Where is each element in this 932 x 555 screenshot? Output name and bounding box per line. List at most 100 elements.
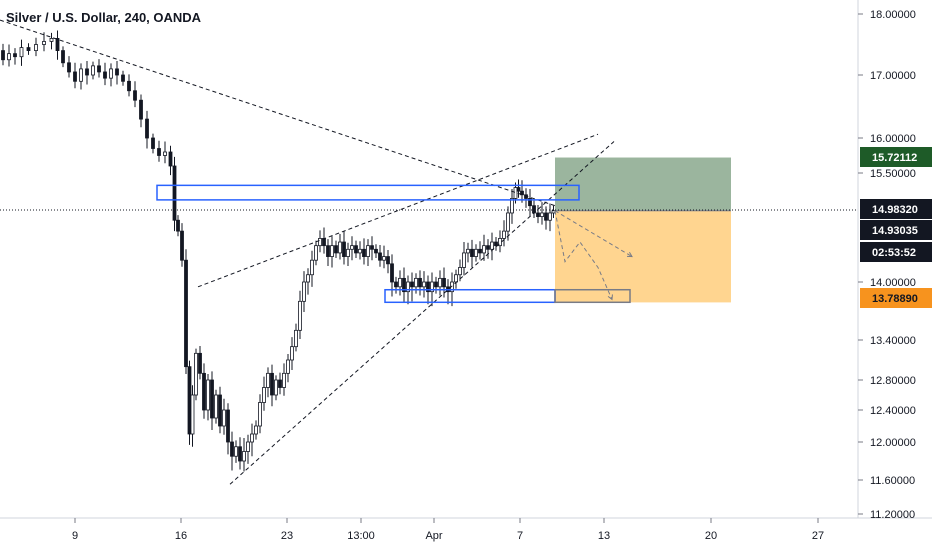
candle	[133, 81, 137, 108]
candle	[386, 250, 390, 274]
candle	[61, 46, 65, 68]
candle	[462, 242, 466, 276]
price-badge-label: 15.72112	[872, 152, 917, 164]
candle	[540, 202, 544, 225]
candle	[115, 60, 119, 85]
candle	[7, 44, 11, 67]
candle	[214, 389, 218, 424]
candle	[394, 276, 398, 294]
candle	[528, 188, 532, 217]
candle	[180, 223, 184, 267]
candle	[358, 241, 362, 260]
candle	[466, 242, 470, 263]
candle	[330, 236, 334, 268]
candle	[350, 236, 354, 261]
price-badges: 15.72112 14.98320 14.93035 02:53:52 13.78890	[860, 147, 932, 308]
candle	[370, 236, 374, 261]
candle	[19, 39, 24, 66]
candle	[234, 440, 238, 463]
candle	[262, 376, 266, 411]
candle	[190, 385, 195, 447]
loss-zone[interactable]	[555, 210, 731, 303]
candle	[282, 363, 286, 396]
candle	[410, 272, 414, 302]
candle	[506, 206, 510, 241]
candle	[346, 242, 350, 267]
candle	[91, 61, 95, 80]
trendline[interactable]	[197, 133, 599, 288]
drawing-layer[interactable]	[0, 19, 633, 485]
candle	[510, 188, 514, 224]
candle	[103, 62, 107, 86]
candle	[73, 62, 77, 89]
candle	[55, 30, 60, 60]
candle	[366, 239, 370, 267]
position-tool[interactable]	[555, 157, 731, 303]
trendline[interactable]	[229, 141, 615, 485]
candle	[290, 337, 294, 370]
candle	[310, 250, 314, 287]
price-badge-last-price: 14.98320	[860, 199, 932, 219]
candle	[139, 94, 143, 128]
candle	[548, 203, 552, 232]
x-tick-label: Apr	[425, 530, 442, 542]
candle	[34, 37, 38, 57]
candle	[109, 63, 113, 87]
price-badge-bid: 14.93035	[860, 220, 932, 240]
y-tick-label: 18.00000	[870, 9, 916, 21]
candle	[85, 60, 89, 85]
candle	[194, 348, 198, 401]
candle	[184, 249, 188, 374]
y-tick-label: 14.00000	[870, 277, 916, 289]
candle	[202, 363, 206, 419]
candle	[274, 375, 278, 401]
candle	[382, 245, 386, 269]
candle	[486, 239, 490, 259]
price-axis[interactable]: 18.00000 17.00000 16.00000 15.50000 14.00000…	[858, 9, 916, 521]
candle	[238, 437, 242, 470]
y-tick-label: 12.40000	[870, 405, 916, 417]
candle	[438, 270, 442, 296]
projected-path[interactable]	[554, 210, 613, 300]
candle	[286, 354, 290, 383]
candle	[338, 234, 342, 260]
candle	[187, 360, 192, 445]
candle	[434, 276, 438, 294]
candle	[494, 236, 498, 251]
candle	[13, 48, 17, 65]
candle	[422, 271, 426, 298]
candle	[250, 423, 254, 457]
price-badge-label: 14.93035	[872, 225, 918, 237]
candle	[478, 241, 482, 260]
candle	[226, 403, 230, 455]
projected-path[interactable]	[554, 210, 633, 257]
projection-zone[interactable]	[554, 288, 631, 304]
candle	[157, 140, 161, 162]
candle	[418, 270, 422, 296]
candle	[210, 371, 214, 430]
candle	[151, 133, 155, 154]
candle	[536, 204, 540, 224]
symbol-title[interactable]: Silver / U.S. Dollar, 240, OANDA	[6, 10, 202, 25]
candle	[163, 141, 167, 164]
price-badge-stop-loss: 13.78890	[860, 288, 932, 308]
candle	[474, 244, 478, 262]
resistance-zone[interactable]	[156, 184, 580, 201]
y-tick-label: 11.60000	[870, 475, 915, 487]
x-tick-label: 7	[517, 530, 523, 542]
candle	[127, 74, 131, 97]
candle	[294, 323, 298, 352]
candle	[49, 32, 54, 50]
x-tick-label: 23	[281, 530, 293, 542]
candle	[218, 386, 222, 434]
candle	[176, 215, 180, 237]
candle	[482, 234, 486, 261]
y-tick-label: 13.40000	[870, 335, 916, 347]
candle	[246, 434, 250, 464]
time-axis[interactable]: 9 16 23 13:00 Apr 7 13 20 27	[72, 518, 824, 542]
candle	[374, 244, 378, 259]
profit-zone[interactable]	[555, 157, 731, 211]
